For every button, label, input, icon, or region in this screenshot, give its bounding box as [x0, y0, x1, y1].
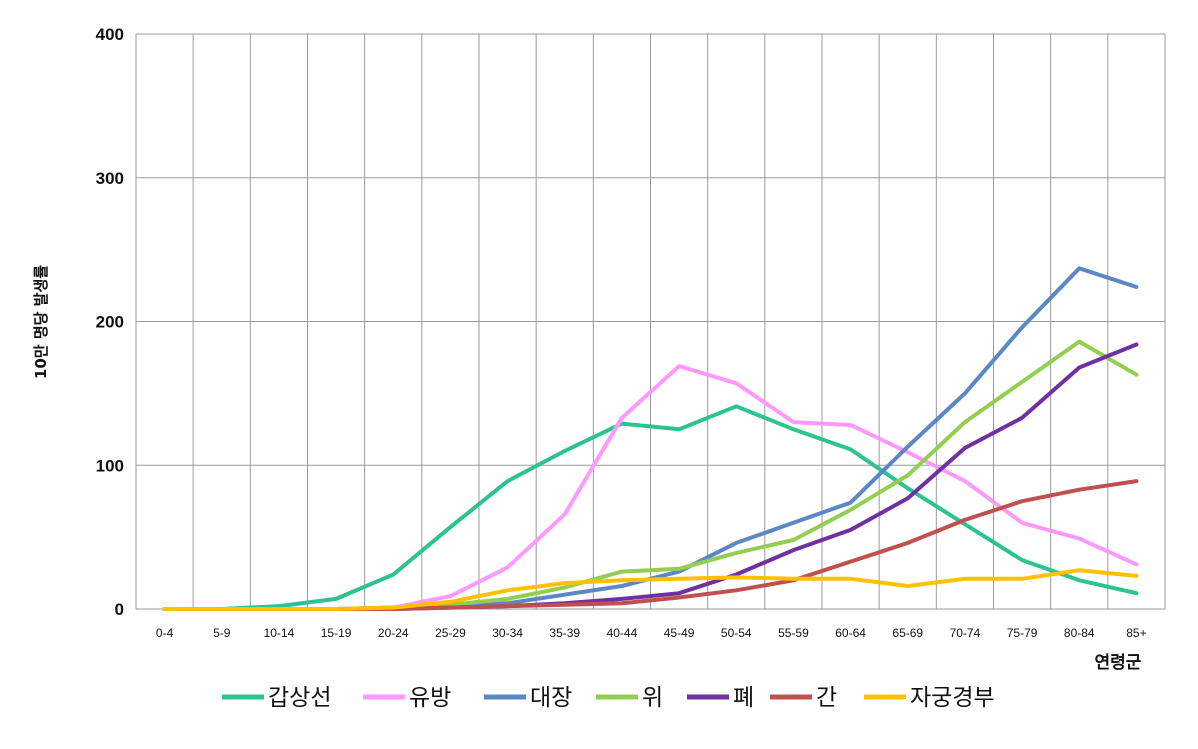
- x-tick-label: 80-84: [1064, 626, 1095, 640]
- legend-label: 위: [642, 685, 663, 711]
- legend-label: 폐: [733, 685, 754, 711]
- y-axis-ticks: 0 100 200 300 400: [96, 25, 124, 619]
- x-tick-label: 65-69: [892, 626, 923, 640]
- x-axis-label: 연령군: [1095, 652, 1142, 673]
- legend-item: 위: [596, 685, 663, 711]
- legend-item: 폐: [687, 685, 754, 711]
- x-tick-label: 30-34: [492, 626, 523, 640]
- x-tick-label: 85+: [1126, 626, 1146, 640]
- y-tick-label: 0: [115, 600, 124, 619]
- grid: [135, 33, 1166, 610]
- series-line: [162, 568, 1139, 611]
- legend-item: 간: [770, 685, 837, 711]
- series-line: [162, 404, 1139, 611]
- x-tick-label: 55-59: [778, 626, 809, 640]
- x-tick-label: 20-24: [378, 626, 409, 640]
- series-lines: [162, 266, 1139, 611]
- x-tick-label: 70-74: [950, 626, 981, 640]
- y-tick-label: 100: [96, 456, 124, 475]
- y-tick-label: 200: [96, 313, 124, 332]
- x-tick-label: 0-4: [156, 626, 174, 640]
- legend-label: 유방: [409, 685, 451, 711]
- x-tick-label: 15-19: [321, 626, 352, 640]
- x-tick-label: 40-44: [607, 626, 638, 640]
- legend-label: 대장: [530, 685, 572, 711]
- x-tick-label: 35-39: [549, 626, 580, 640]
- x-tick-label: 5-9: [213, 626, 231, 640]
- legend: 갑상선 유방 대장 위 폐 간 자궁경부: [222, 685, 995, 711]
- legend-item: 자궁경부: [864, 685, 995, 711]
- x-tick-label: 60-64: [835, 626, 866, 640]
- legend-label: 갑상선: [268, 685, 331, 711]
- x-tick-label: 10-14: [264, 626, 295, 640]
- legend-label: 간: [816, 685, 837, 711]
- legend-item: 갑상선: [222, 685, 331, 711]
- legend-label: 자궁경부: [910, 685, 995, 711]
- legend-item: 대장: [484, 685, 572, 711]
- x-tick-label: 25-29: [435, 626, 466, 640]
- x-tick-label: 75-79: [1007, 626, 1038, 640]
- y-tick-label: 300: [96, 169, 124, 188]
- legend-item: 유방: [363, 685, 451, 711]
- x-tick-label: 45-49: [664, 626, 695, 640]
- y-tick-label: 400: [96, 25, 124, 44]
- y-axis-label: 10만 명당 발생률: [32, 265, 50, 379]
- x-axis-ticks: 0-4 5-9 10-14 15-19 20-24 25-29 30-34 35-39 40-4…: [156, 626, 1147, 640]
- x-tick-label: 50-54: [721, 626, 752, 640]
